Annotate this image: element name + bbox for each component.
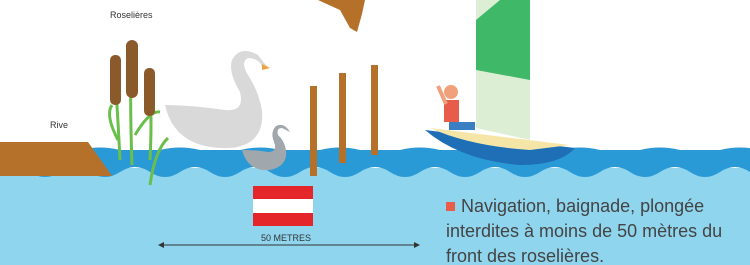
flag [253, 186, 313, 226]
notice-line: interdites à moins de 50 mètres du [446, 221, 722, 241]
reeds-label: Roselières [110, 10, 153, 20]
distance-label: 50 METRES [261, 233, 311, 243]
notice-line: Navigation, baignade, plongée [461, 196, 704, 216]
bullet [446, 202, 455, 211]
bank-label: Rive [50, 120, 68, 130]
notice-line: front des roselières. [446, 246, 604, 265]
illustration: 50 METRES Roselières Rive Navigation, ba… [0, 0, 750, 265]
water [0, 168, 750, 265]
